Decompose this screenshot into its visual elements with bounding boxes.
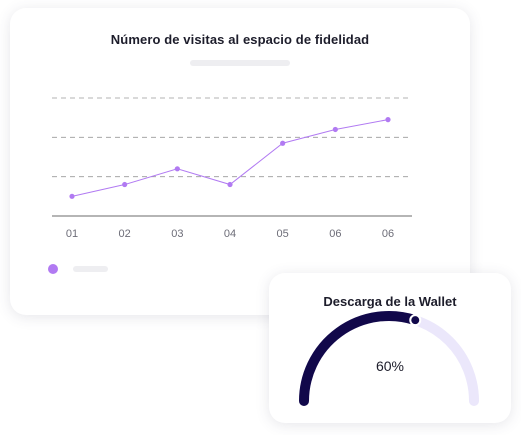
data-point-3 [174, 166, 180, 172]
data-point-1 [69, 193, 75, 199]
gauge-title: Descarga de la Wallet [323, 294, 457, 309]
legend-dot [48, 264, 58, 274]
series [69, 117, 391, 199]
data-point-7 [385, 117, 391, 123]
x-tick-labels: 01 02 03 04 05 06 06 [66, 228, 394, 240]
data-point-4 [227, 181, 233, 188]
x-tick-label-3: 03 [171, 228, 183, 240]
x-tick-label-2: 02 [119, 228, 131, 240]
x-tick-label-7: 06 [382, 228, 394, 240]
legend-label-placeholder [73, 266, 108, 272]
gauge-knob [409, 314, 422, 327]
chart-title: Número de visitas al espacio de fidelida… [110, 32, 370, 47]
wallet-gauge-card: Descarga de la Wallet 60% [269, 273, 511, 423]
gauge-value: 60% [375, 358, 405, 374]
line-chart: 01 02 03 04 05 06 06 [52, 97, 412, 240]
x-tick-label-4: 04 [224, 228, 236, 240]
x-tick-label-5: 05 [277, 228, 289, 240]
gauge-fill [299, 311, 421, 406]
data-point-2 [122, 181, 128, 188]
subtitle-placeholder-bar [190, 60, 290, 66]
visits-chart-card: Número de visitas al espacio de fidelida… [10, 8, 470, 315]
data-point-6 [332, 126, 338, 133]
x-tick-label-6: 06 [329, 228, 341, 240]
gauge [299, 311, 479, 406]
data-point-5 [280, 140, 286, 146]
gridlines [52, 97, 412, 178]
x-tick-label-1: 01 [66, 228, 78, 240]
